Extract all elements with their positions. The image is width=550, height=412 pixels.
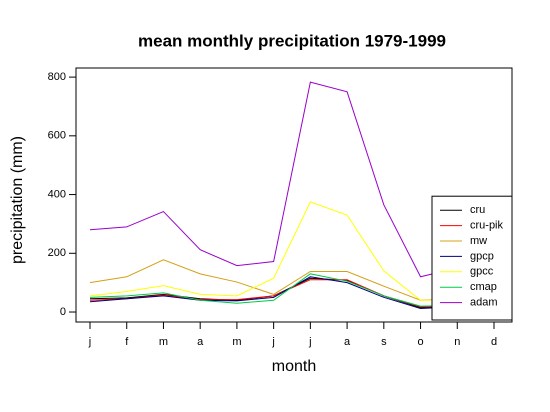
y-tick-label: 400 (48, 188, 66, 200)
legend-label: cmap (470, 281, 497, 293)
y-axis-title: precipitation (mm) (9, 136, 26, 264)
y-tick-label: 600 (48, 130, 66, 142)
y-tick-label: 0 (60, 306, 66, 318)
x-tick-label: j (308, 336, 311, 348)
legend-label: adam (470, 297, 498, 309)
series-line (89, 201, 495, 301)
chart-title: mean monthly precipitation 1979-1999 (138, 31, 446, 50)
x-tick-label: o (417, 336, 423, 348)
x-tick-label: m (232, 336, 241, 348)
x-tick-label: j (271, 336, 274, 348)
legend-label: gpcp (470, 250, 494, 262)
x-tick-label: f (125, 336, 129, 348)
x-tick-label: j (88, 336, 91, 348)
series-line (89, 81, 495, 278)
y-tick-label: 800 (48, 71, 66, 83)
legend-label: cru (470, 204, 485, 216)
x-tick-label: a (344, 336, 351, 348)
x-tick-label: m (159, 336, 168, 348)
legend-label: gpcc (470, 266, 494, 278)
x-tick-label: d (491, 336, 497, 348)
series-line (89, 279, 495, 308)
legend-box (431, 195, 513, 321)
y-tick-label: 200 (48, 247, 66, 259)
series-line (89, 273, 495, 307)
x-tick-label: a (197, 336, 204, 348)
x-tick-label: s (381, 336, 387, 348)
x-tick-label: n (454, 336, 460, 348)
legend-label: cru-pik (470, 220, 504, 232)
x-axis-title: month (272, 358, 316, 375)
legend-label: mw (470, 235, 487, 247)
